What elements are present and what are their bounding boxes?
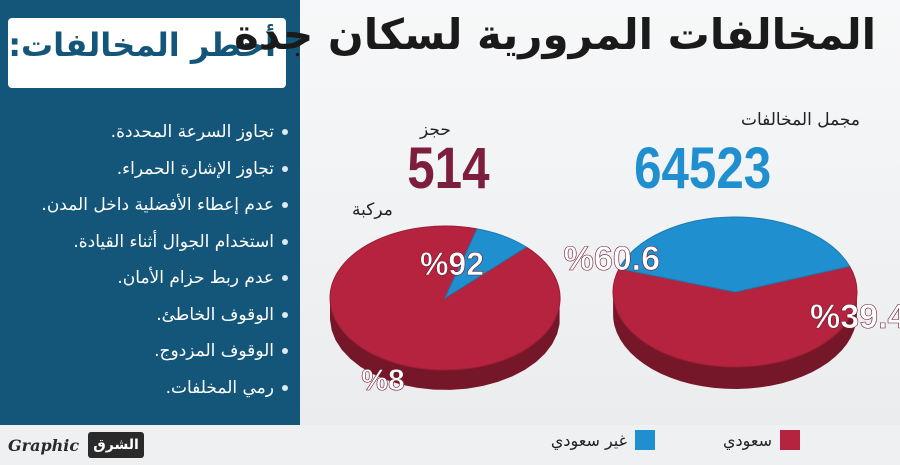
total-violations-label: مجمل المخالفات <box>740 110 860 130</box>
pie-slice-0-0 <box>612 265 858 368</box>
pie-charts: %60.6 %39.4 %92 %8 <box>329 216 900 397</box>
impound-label: حجز <box>420 120 451 140</box>
list-item: الوقوف الخاطئ. <box>8 297 288 334</box>
bullet-icon <box>282 129 288 136</box>
pie-side-1-0 <box>330 299 560 390</box>
credit-text: Graphic <box>8 436 80 455</box>
footer <box>0 425 900 465</box>
impound-value: 514 <box>407 136 490 201</box>
panel-title: أخطر المخالفات: <box>8 26 276 64</box>
legend-swatch-non-saudi <box>635 430 655 450</box>
pie-slice-0-1 <box>618 216 851 293</box>
page-title: المخالفات المرورية لسكان جدة <box>233 10 877 59</box>
bullet-icon <box>282 311 288 318</box>
pie-label-0-1: %39.4 <box>810 298 900 336</box>
list-item: عدم ربط حزام الأمان. <box>8 260 288 297</box>
legend-swatch-saudi <box>780 430 800 450</box>
pie-slice-1-1 <box>443 228 528 300</box>
bullet-icon <box>282 384 288 391</box>
panel-title-box: أخطر المخالفات: <box>8 18 286 88</box>
list-item: استخدام الجوال أثناء القيادة. <box>8 224 288 261</box>
legend-non-saudi: غير سعودي <box>551 425 655 455</box>
bullet-icon <box>282 275 288 282</box>
bullet-icon <box>282 202 288 209</box>
violations-list: تجاوز السرعة المحددة. تجاوز الإشارة الحم… <box>8 114 288 406</box>
newspaper-logo: الشرق <box>88 432 144 458</box>
list-item: الوقوف المزدوج. <box>8 333 288 370</box>
list-item: رمي المخلفات. <box>8 370 288 407</box>
pie-label-1-1: %8 <box>361 364 404 397</box>
pie-label-0-0: %60.6 <box>564 240 660 278</box>
violations-panel: أخطر المخالفات: تجاوز السرعة المحددة. تج… <box>0 0 300 425</box>
legend-saudi: سعودي <box>723 425 800 455</box>
pie-label-1-0: %92 <box>420 246 484 282</box>
bullet-icon <box>282 348 288 355</box>
list-item: تجاوز السرعة المحددة. <box>8 114 288 151</box>
list-item: تجاوز الإشارة الحمراء. <box>8 151 288 188</box>
pie-side-0-0 <box>613 289 857 389</box>
list-item: عدم إعطاء الأفضلية داخل المدن. <box>8 187 288 224</box>
impound-unit: مركبة <box>352 200 393 220</box>
total-violations-value: 64523 <box>634 136 772 201</box>
bullet-icon <box>282 165 288 172</box>
bullet-icon <box>282 238 288 245</box>
